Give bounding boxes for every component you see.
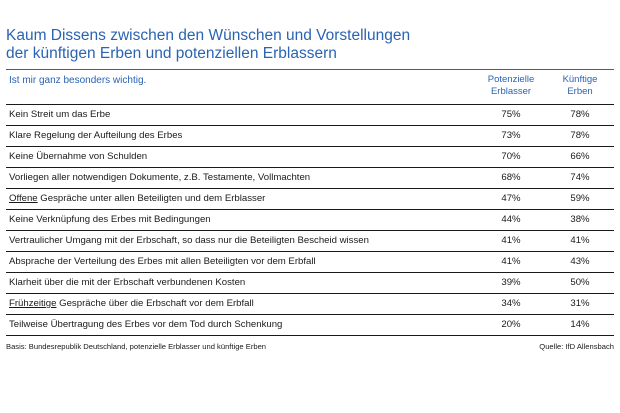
column-header-line: Erben (567, 86, 593, 97)
column-header-line: Potenzielle (487, 74, 535, 85)
value-future-heirs: 50% (570, 277, 590, 288)
table-header: Ist mir ganz besonders wichtig. Potenzie… (6, 70, 614, 104)
value-potential-testators: 39% (501, 277, 521, 288)
row-label: Absprache der Verteilung des Erbes mit a… (9, 256, 316, 267)
value-potential-testators: 41% (501, 256, 521, 267)
chart-title: Kaum Dissens zwischen den Wünschen und V… (6, 27, 606, 63)
value-future-heirs: 59% (570, 193, 590, 204)
row-label-emphasis: Frühzeitige (9, 298, 57, 309)
value-potential-testators: 34% (501, 298, 521, 309)
row-label-text: Vorliegen aller notwendigen Dokumente, z… (9, 172, 311, 183)
row-label-text: Gespräche unter allen Beteiligten und de… (37, 193, 266, 204)
value-future-heirs: 41% (570, 235, 590, 246)
row-label-text: Absprache der Verteilung des Erbes mit a… (9, 256, 316, 267)
value-potential-testators: 20% (501, 319, 521, 330)
value-potential-testators: 68% (501, 172, 521, 183)
column-header-line: Erblasser (490, 86, 532, 97)
top-rule (6, 69, 614, 70)
table-row: Klarheit über die mit der Erbschaft verb… (6, 273, 614, 294)
row-label-text: Keine Verknüpfung des Erbes mit Bedingun… (9, 214, 211, 225)
row-label: Klare Regelung der Aufteilung des Erbes (9, 130, 182, 141)
row-label: Teilweise Übertragung des Erbes vor dem … (9, 319, 282, 330)
row-label-text: Teilweise Übertragung des Erbes vor dem … (9, 319, 283, 330)
table-row: Klare Regelung der Aufteilung des Erbes 7… (6, 126, 614, 147)
basis-note: Basis: Bundesrepublik Deutschland, poten… (6, 342, 267, 351)
table-row: Kein Streit um das Erbe 75% 78% (6, 105, 614, 126)
table-row: Keine Verknüpfung des Erbes mit Bedingun… (6, 210, 614, 231)
column-header-potential-testators: Potenzielle Erblasser (476, 74, 546, 98)
table-row: Teilweise Übertragung des Erbes vor dem … (6, 315, 614, 336)
table-subheading: Ist mir ganz besonders wichtig. (9, 75, 147, 86)
value-future-heirs: 78% (570, 109, 590, 120)
row-label: Keine Verknüpfung des Erbes mit Bedingun… (9, 214, 211, 225)
table-row: Keine Übernahme von Schulden 70% 66% (6, 147, 614, 168)
table-row: Absprache der Verteilung des Erbes mit a… (6, 252, 614, 273)
table-row: Offene Gespräche unter allen Beteiligten… (6, 189, 614, 210)
row-label-text: Vertraulicher Umgang mit der Erbschaft, … (9, 235, 369, 246)
row-label-text: Klarheit über die mit der Erbschaft verb… (9, 277, 246, 288)
value-future-heirs: 14% (570, 319, 590, 330)
row-label: Keine Übernahme von Schulden (9, 151, 147, 162)
column-header-line: Künftige (562, 74, 598, 85)
table-row: Frühzeitige Gespräche über die Erbschaft… (6, 294, 614, 315)
value-future-heirs: 66% (570, 151, 590, 162)
value-potential-testators: 70% (501, 151, 521, 162)
row-label: Frühzeitige Gespräche über die Erbschaft… (9, 298, 254, 309)
value-future-heirs: 38% (570, 214, 590, 225)
column-header-future-heirs: Künftige Erben (545, 74, 615, 98)
value-future-heirs: 31% (570, 298, 590, 309)
row-label-text: Klare Regelung der Aufteilung des Erbes (9, 130, 183, 141)
value-potential-testators: 75% (501, 109, 521, 120)
row-label: Offene Gespräche unter allen Beteiligten… (9, 193, 265, 204)
value-potential-testators: 47% (501, 193, 521, 204)
table-body: Kein Streit um das Erbe 75% 78% Klare Regel… (6, 104, 614, 336)
value-potential-testators: 41% (501, 235, 521, 246)
source-note: Quelle: IfD Allensbach (539, 342, 614, 351)
value-future-heirs: 43% (570, 256, 590, 267)
value-potential-testators: 73% (501, 130, 521, 141)
row-label: Vertraulicher Umgang mit der Erbschaft, … (9, 235, 369, 246)
value-potential-testators: 44% (501, 214, 521, 225)
value-future-heirs: 78% (570, 130, 590, 141)
value-future-heirs: 74% (570, 172, 590, 183)
row-label: Kein Streit um das Erbe (9, 109, 110, 120)
chart-title-line-2: der künftigen Erben und potenziellen Erb… (6, 45, 337, 62)
row-label: Klarheit über die mit der Erbschaft verb… (9, 277, 245, 288)
row-label-text: Kein Streit um das Erbe (9, 109, 111, 120)
row-label: Vorliegen aller notwendigen Dokumente, z… (9, 172, 310, 183)
table-row: Vorliegen aller notwendigen Dokumente, z… (6, 168, 614, 189)
row-label-text: Keine Übernahme von Schulden (9, 151, 148, 162)
row-label-emphasis: Offene (9, 193, 38, 204)
table-row: Vertraulicher Umgang mit der Erbschaft, … (6, 231, 614, 252)
chart-title-line-1: Kaum Dissens zwischen den Wünschen und V… (6, 27, 411, 44)
row-label-text: Gespräche über die Erbschaft vor dem Erb… (56, 298, 254, 309)
